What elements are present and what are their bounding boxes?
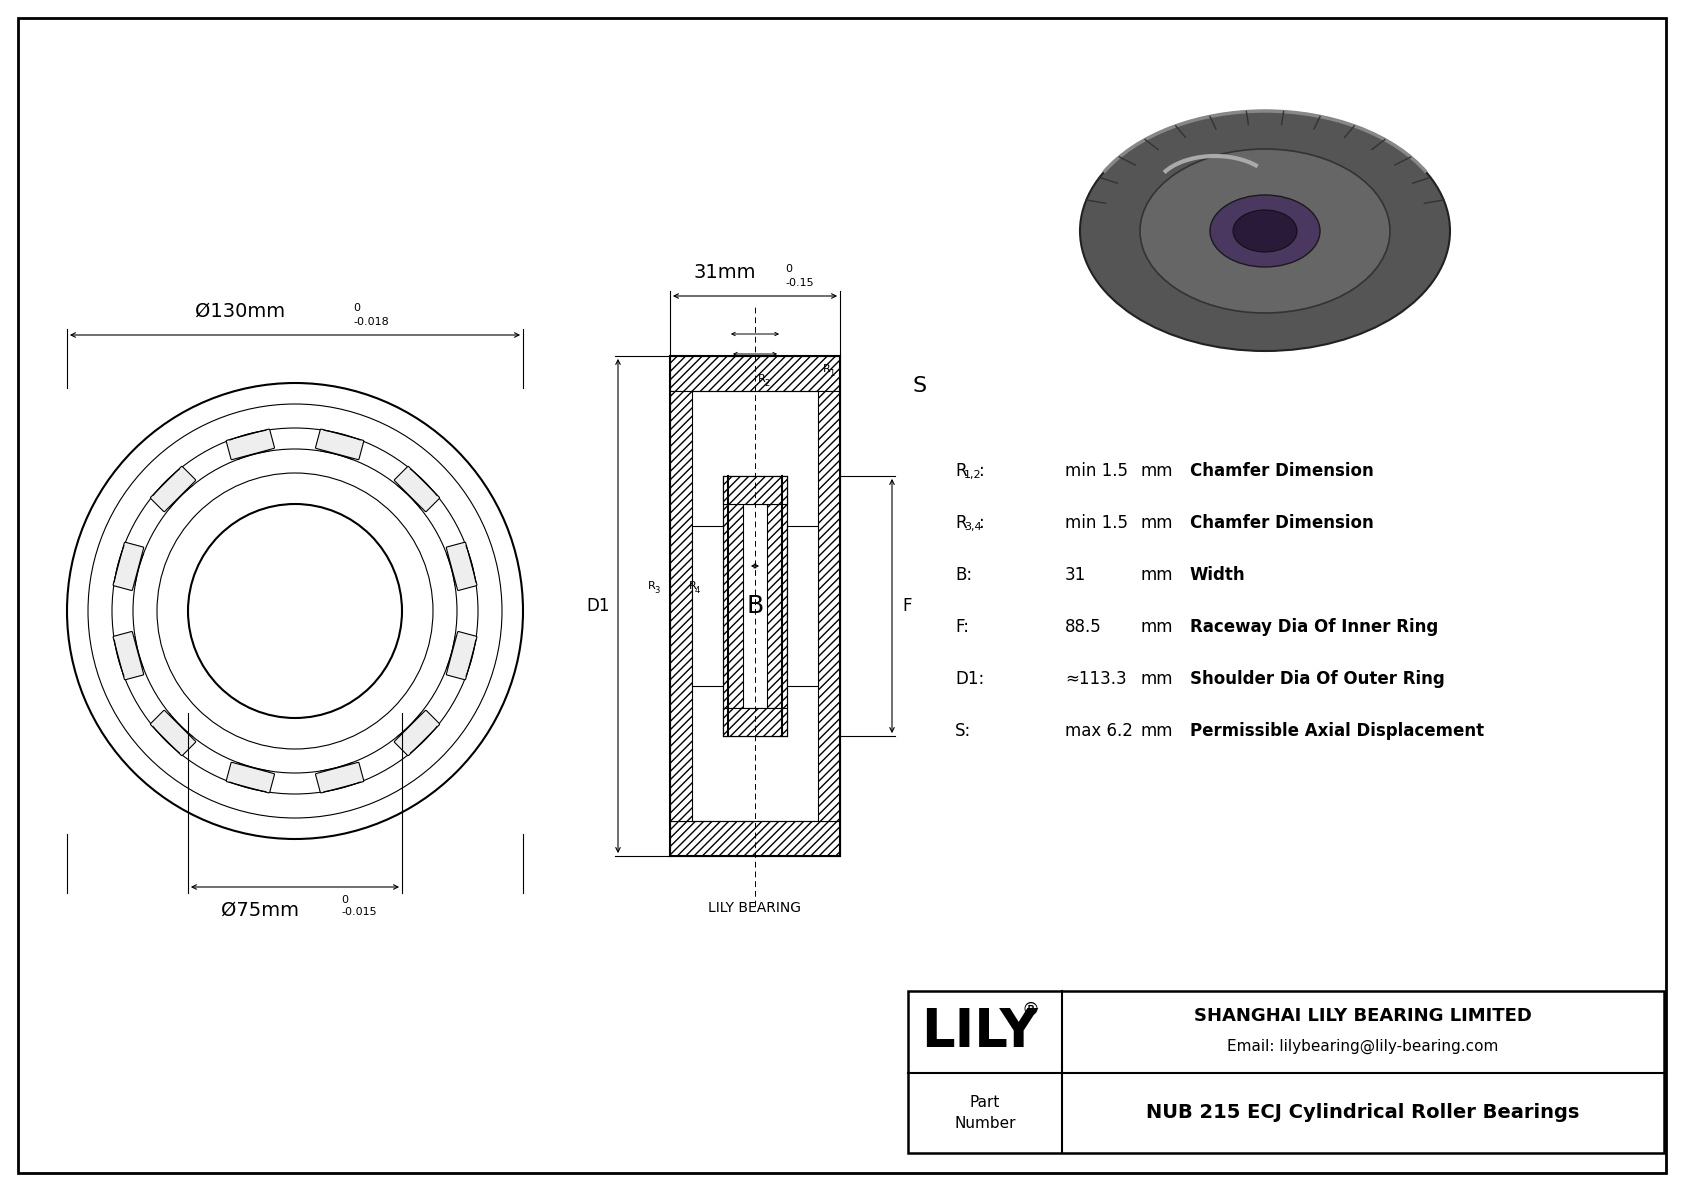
Text: Width: Width bbox=[1191, 566, 1246, 584]
FancyBboxPatch shape bbox=[113, 542, 143, 591]
Text: F: F bbox=[903, 597, 911, 615]
Text: 1: 1 bbox=[829, 369, 834, 378]
Text: R: R bbox=[689, 581, 697, 591]
Text: 88.5: 88.5 bbox=[1064, 618, 1101, 636]
Text: NUB 215 ECJ Cylindrical Roller Bearings: NUB 215 ECJ Cylindrical Roller Bearings bbox=[1147, 1104, 1580, 1122]
Text: :: : bbox=[978, 515, 985, 532]
Text: ≈113.3: ≈113.3 bbox=[1064, 671, 1127, 688]
Text: S:: S: bbox=[955, 722, 972, 740]
Text: 2: 2 bbox=[765, 379, 770, 388]
Bar bbox=[818, 391, 840, 821]
FancyBboxPatch shape bbox=[315, 762, 364, 793]
Text: 31mm: 31mm bbox=[694, 263, 756, 282]
Bar bbox=[670, 821, 840, 856]
Text: Ø130mm: Ø130mm bbox=[195, 303, 285, 322]
Text: min 1.5: min 1.5 bbox=[1064, 515, 1128, 532]
Text: Chamfer Dimension: Chamfer Dimension bbox=[1191, 462, 1374, 480]
Ellipse shape bbox=[1079, 111, 1450, 351]
Text: R: R bbox=[955, 462, 967, 480]
FancyBboxPatch shape bbox=[446, 542, 477, 591]
Text: mm: mm bbox=[1140, 671, 1172, 688]
Text: R: R bbox=[758, 374, 766, 384]
Text: mm: mm bbox=[1140, 566, 1172, 584]
Text: mm: mm bbox=[1140, 462, 1172, 480]
Text: S: S bbox=[913, 376, 928, 395]
Text: 0: 0 bbox=[340, 894, 349, 905]
FancyBboxPatch shape bbox=[394, 710, 440, 755]
Text: Part
Number: Part Number bbox=[955, 1095, 1015, 1131]
Bar bbox=[722, 476, 786, 504]
Bar bbox=[722, 707, 786, 736]
Text: 0: 0 bbox=[354, 303, 360, 313]
Text: SHANGHAI LILY BEARING LIMITED: SHANGHAI LILY BEARING LIMITED bbox=[1194, 1008, 1532, 1025]
Ellipse shape bbox=[1233, 210, 1297, 252]
Text: Email: lilybearing@lily-bearing.com: Email: lilybearing@lily-bearing.com bbox=[1228, 1039, 1499, 1054]
Text: D1: D1 bbox=[586, 597, 610, 615]
Text: LILY: LILY bbox=[921, 1006, 1037, 1058]
Text: Shoulder Dia Of Outer Ring: Shoulder Dia Of Outer Ring bbox=[1191, 671, 1445, 688]
Bar bbox=[908, 991, 1664, 1153]
Text: 3,4: 3,4 bbox=[963, 522, 982, 532]
Text: mm: mm bbox=[1140, 618, 1172, 636]
FancyBboxPatch shape bbox=[446, 631, 477, 680]
Text: -0.15: -0.15 bbox=[785, 278, 813, 288]
Text: Chamfer Dimension: Chamfer Dimension bbox=[1191, 515, 1374, 532]
FancyBboxPatch shape bbox=[394, 467, 440, 512]
Text: ®: ® bbox=[1022, 1000, 1041, 1019]
Text: 0: 0 bbox=[785, 264, 791, 274]
Text: 3: 3 bbox=[653, 586, 660, 596]
FancyBboxPatch shape bbox=[150, 710, 195, 755]
FancyBboxPatch shape bbox=[315, 429, 364, 460]
FancyBboxPatch shape bbox=[113, 631, 143, 680]
Ellipse shape bbox=[1211, 195, 1320, 267]
Text: F:: F: bbox=[955, 618, 968, 636]
Text: R: R bbox=[823, 364, 830, 374]
Text: mm: mm bbox=[1140, 722, 1172, 740]
Text: Raceway Dia Of Inner Ring: Raceway Dia Of Inner Ring bbox=[1191, 618, 1438, 636]
Text: mm: mm bbox=[1140, 515, 1172, 532]
Text: 1,2: 1,2 bbox=[963, 470, 982, 480]
Text: min 1.5: min 1.5 bbox=[1064, 462, 1128, 480]
Text: LILY BEARING: LILY BEARING bbox=[709, 902, 802, 915]
Bar bbox=[692, 526, 722, 686]
Ellipse shape bbox=[1211, 195, 1320, 267]
Text: R: R bbox=[648, 581, 655, 591]
Bar bbox=[722, 476, 786, 504]
Bar bbox=[722, 504, 743, 707]
Text: B: B bbox=[746, 594, 763, 618]
Text: 31: 31 bbox=[1064, 566, 1086, 584]
Bar bbox=[722, 707, 786, 736]
Bar bbox=[670, 356, 840, 391]
Text: D1:: D1: bbox=[955, 671, 983, 688]
FancyBboxPatch shape bbox=[226, 429, 274, 460]
Text: B:: B: bbox=[955, 566, 972, 584]
Text: R: R bbox=[955, 515, 967, 532]
Text: 4: 4 bbox=[695, 586, 701, 596]
Bar bbox=[766, 504, 786, 707]
Text: max 6.2: max 6.2 bbox=[1064, 722, 1133, 740]
Bar bbox=[670, 391, 692, 821]
FancyBboxPatch shape bbox=[226, 762, 274, 793]
Ellipse shape bbox=[1140, 149, 1389, 313]
Text: Permissible Axial Displacement: Permissible Axial Displacement bbox=[1191, 722, 1484, 740]
Bar bbox=[786, 526, 818, 686]
Text: :: : bbox=[978, 462, 985, 480]
FancyBboxPatch shape bbox=[150, 467, 195, 512]
Text: -0.018: -0.018 bbox=[354, 317, 389, 328]
Text: -0.015: -0.015 bbox=[340, 908, 377, 917]
Text: Ø75mm: Ø75mm bbox=[221, 902, 300, 919]
